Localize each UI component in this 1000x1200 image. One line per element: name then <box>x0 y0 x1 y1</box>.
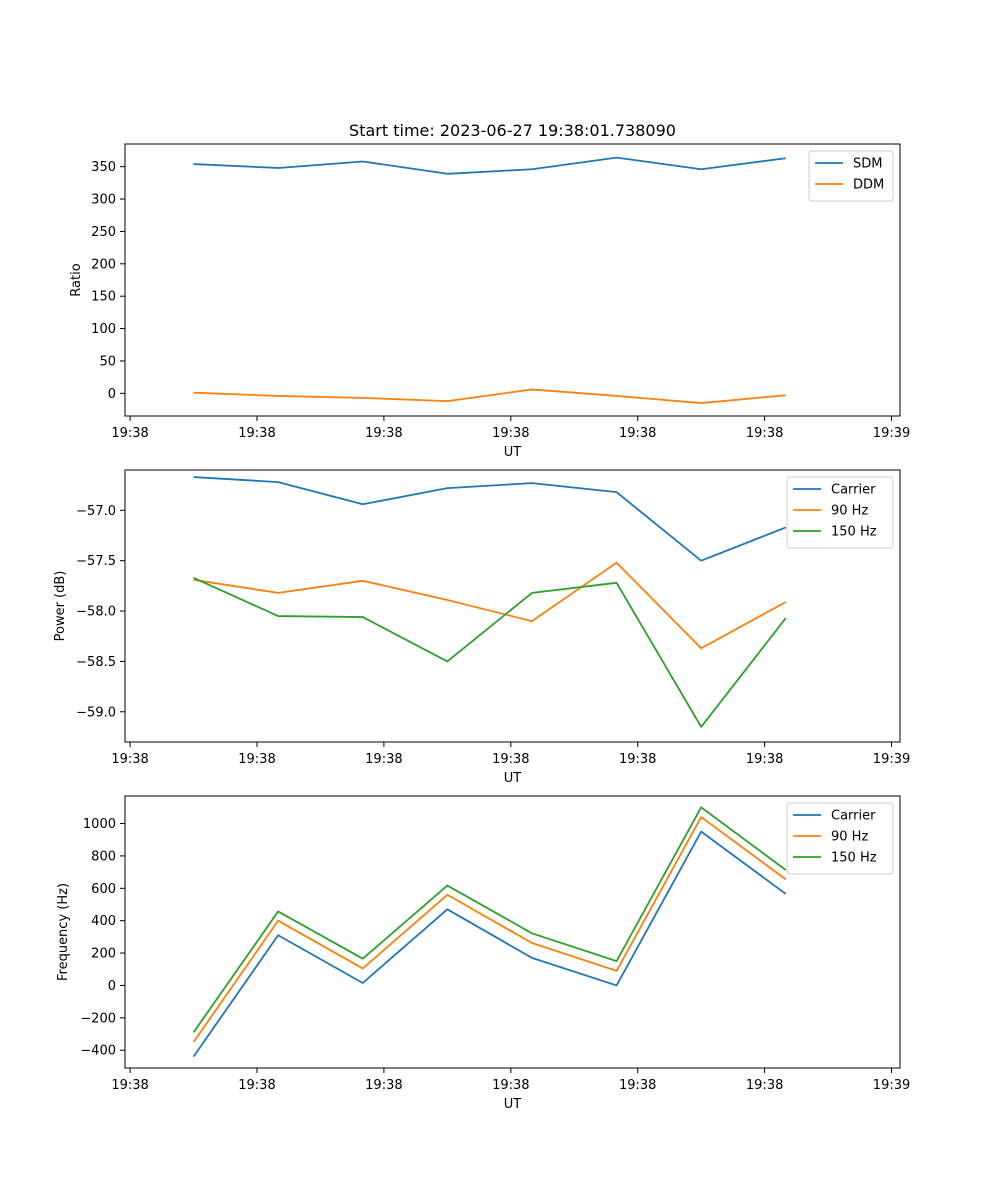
frequency-panel-xlabel: UT <box>504 1097 522 1112</box>
ratio-xtick-label: 19:38 <box>619 426 656 441</box>
frequency-xtick-label: 19:38 <box>619 1078 656 1093</box>
frequency-ytick-label: 0 <box>108 979 116 994</box>
frequency-ytick-label: 200 <box>91 947 116 962</box>
power-xtick-label: 19:38 <box>111 752 148 767</box>
power-series-90-hz-line <box>193 561 787 650</box>
ratio-xtick-label: 19:38 <box>492 426 529 441</box>
power-xtick-label: 19:38 <box>238 752 275 767</box>
ratio-ytick-label: 200 <box>91 257 116 272</box>
frequency-axes-frame <box>124 795 901 1069</box>
ratio-panel: UT Ratio 19:38 19:38 19:38 19:38 19:38 19:38 1… <box>69 143 910 460</box>
frequency-xtick-label: 19:39 <box>873 1078 910 1093</box>
ratio-series-ddm-line <box>193 388 786 404</box>
ratio-xtick-label: 19:38 <box>111 426 148 441</box>
frequency-ytick-label: 1000 <box>83 817 116 832</box>
frequency-ytick-label: 600 <box>91 882 116 897</box>
power-xtick-label: 19:38 <box>746 752 783 767</box>
frequency-ytick-label: −400 <box>80 1044 116 1059</box>
power-ytick-label: −57.5 <box>76 554 116 569</box>
frequency-ytick-label: 400 <box>91 914 116 929</box>
ratio-ytick-label: 50 <box>99 354 116 369</box>
ratio-panel-ylabel: Ratio <box>69 263 84 296</box>
frequency-xtick-label: 19:38 <box>746 1078 783 1093</box>
frequency-panel: UT Frequency (Hz) 19:38 19:38 19:38 19:38 19… <box>56 795 910 1112</box>
ratio-xtick-label: 19:39 <box>873 426 910 441</box>
ratio-axes-frame <box>124 143 901 417</box>
power-panel-ylabel: Power (dB) <box>53 571 68 642</box>
ratio-ytick-label: 0 <box>108 387 116 402</box>
ratio-ytick-label: 350 <box>91 160 116 175</box>
frequency-ytick-label: −200 <box>80 1011 116 1026</box>
power-xtick-label: 19:38 <box>619 752 656 767</box>
ratio-series-sdm-line <box>193 156 786 175</box>
ratio-xtick-label: 19:38 <box>238 426 275 441</box>
power-ytick-label: −58.0 <box>76 605 116 620</box>
frequency-legend-label-carrier: Carrier <box>831 809 876 824</box>
ratio-panel-xlabel: UT <box>504 445 522 460</box>
ratio-legend-label-ddm: DDM <box>853 178 884 193</box>
ratio-legend-label-sdm: SDM <box>853 157 882 172</box>
frequency-xtick-label: 19:38 <box>492 1078 529 1093</box>
power-xtick-label: 19:38 <box>365 752 402 767</box>
power-panel: UT Power (dB) 19:38 19:38 19:38 19:38 19:38 1… <box>53 469 910 786</box>
frequency-series-150-hz-line <box>192 806 787 1033</box>
ratio-ytick-label: 100 <box>91 322 116 337</box>
power-ytick-label: −59.0 <box>76 705 116 720</box>
power-axes-frame <box>124 469 901 743</box>
power-xtick-label: 19:39 <box>873 752 910 767</box>
power-ytick-label: −58.5 <box>76 655 116 670</box>
figure-title: Start time: 2023-06-27 19:38:01.738090 <box>349 121 676 140</box>
power-series-150-hz-line <box>193 576 787 728</box>
frequency-xtick-label: 19:38 <box>365 1078 402 1093</box>
ratio-xtick-label: 19:38 <box>746 426 783 441</box>
power-legend-label-carrier: Carrier <box>831 483 876 498</box>
frequency-ytick-label: 800 <box>91 849 116 864</box>
power-series-carrier-line <box>193 476 787 562</box>
power-panel-xlabel: UT <box>504 771 522 786</box>
frequency-series-carrier-line <box>192 830 787 1058</box>
power-ytick-label: −57.0 <box>76 504 116 519</box>
frequency-panel-ylabel: Frequency (Hz) <box>56 883 71 981</box>
ratio-ytick-label: 250 <box>91 225 116 240</box>
power-legend-label-150-hz: 150 Hz <box>831 525 877 540</box>
frequency-legend-label-150-hz: 150 Hz <box>831 851 877 866</box>
frequency-xtick-label: 19:38 <box>111 1078 148 1093</box>
power-legend-label-90-hz: 90 Hz <box>831 504 868 519</box>
ratio-ytick-label: 300 <box>91 193 116 208</box>
frequency-legend-label-90-hz: 90 Hz <box>831 830 868 845</box>
ratio-ytick-label: 150 <box>91 290 116 305</box>
ratio-xtick-label: 19:38 <box>365 426 402 441</box>
frequency-xtick-label: 19:38 <box>238 1078 275 1093</box>
power-xtick-label: 19:38 <box>492 752 529 767</box>
frequency-series-90-hz-line <box>192 816 787 1043</box>
